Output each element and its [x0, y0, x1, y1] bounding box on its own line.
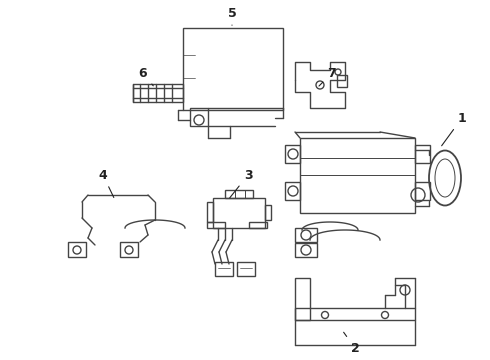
Text: 1: 1	[441, 112, 466, 146]
Bar	[415, 182, 430, 200]
Bar	[295, 228, 317, 242]
Text: 3: 3	[230, 168, 252, 198]
Bar	[207, 222, 225, 228]
Text: 7: 7	[319, 67, 336, 86]
Bar	[190, 108, 208, 126]
Bar	[225, 190, 253, 198]
Bar	[265, 205, 271, 220]
Bar	[285, 182, 300, 200]
Bar	[295, 243, 317, 257]
Bar	[249, 222, 267, 228]
Bar	[207, 202, 213, 222]
Bar	[295, 278, 310, 320]
Bar	[215, 262, 233, 276]
Bar	[68, 242, 86, 257]
Bar	[133, 84, 183, 102]
Bar	[120, 242, 138, 257]
Bar	[337, 75, 347, 87]
Text: 2: 2	[343, 332, 359, 355]
Text: 4: 4	[98, 168, 114, 198]
Text: 5: 5	[228, 6, 236, 25]
Bar	[415, 145, 430, 163]
Bar	[300, 138, 415, 213]
Bar	[285, 145, 300, 163]
Bar	[213, 198, 265, 228]
Bar	[183, 28, 283, 110]
Bar	[295, 308, 415, 320]
Bar	[237, 262, 255, 276]
Text: 6: 6	[139, 67, 153, 86]
